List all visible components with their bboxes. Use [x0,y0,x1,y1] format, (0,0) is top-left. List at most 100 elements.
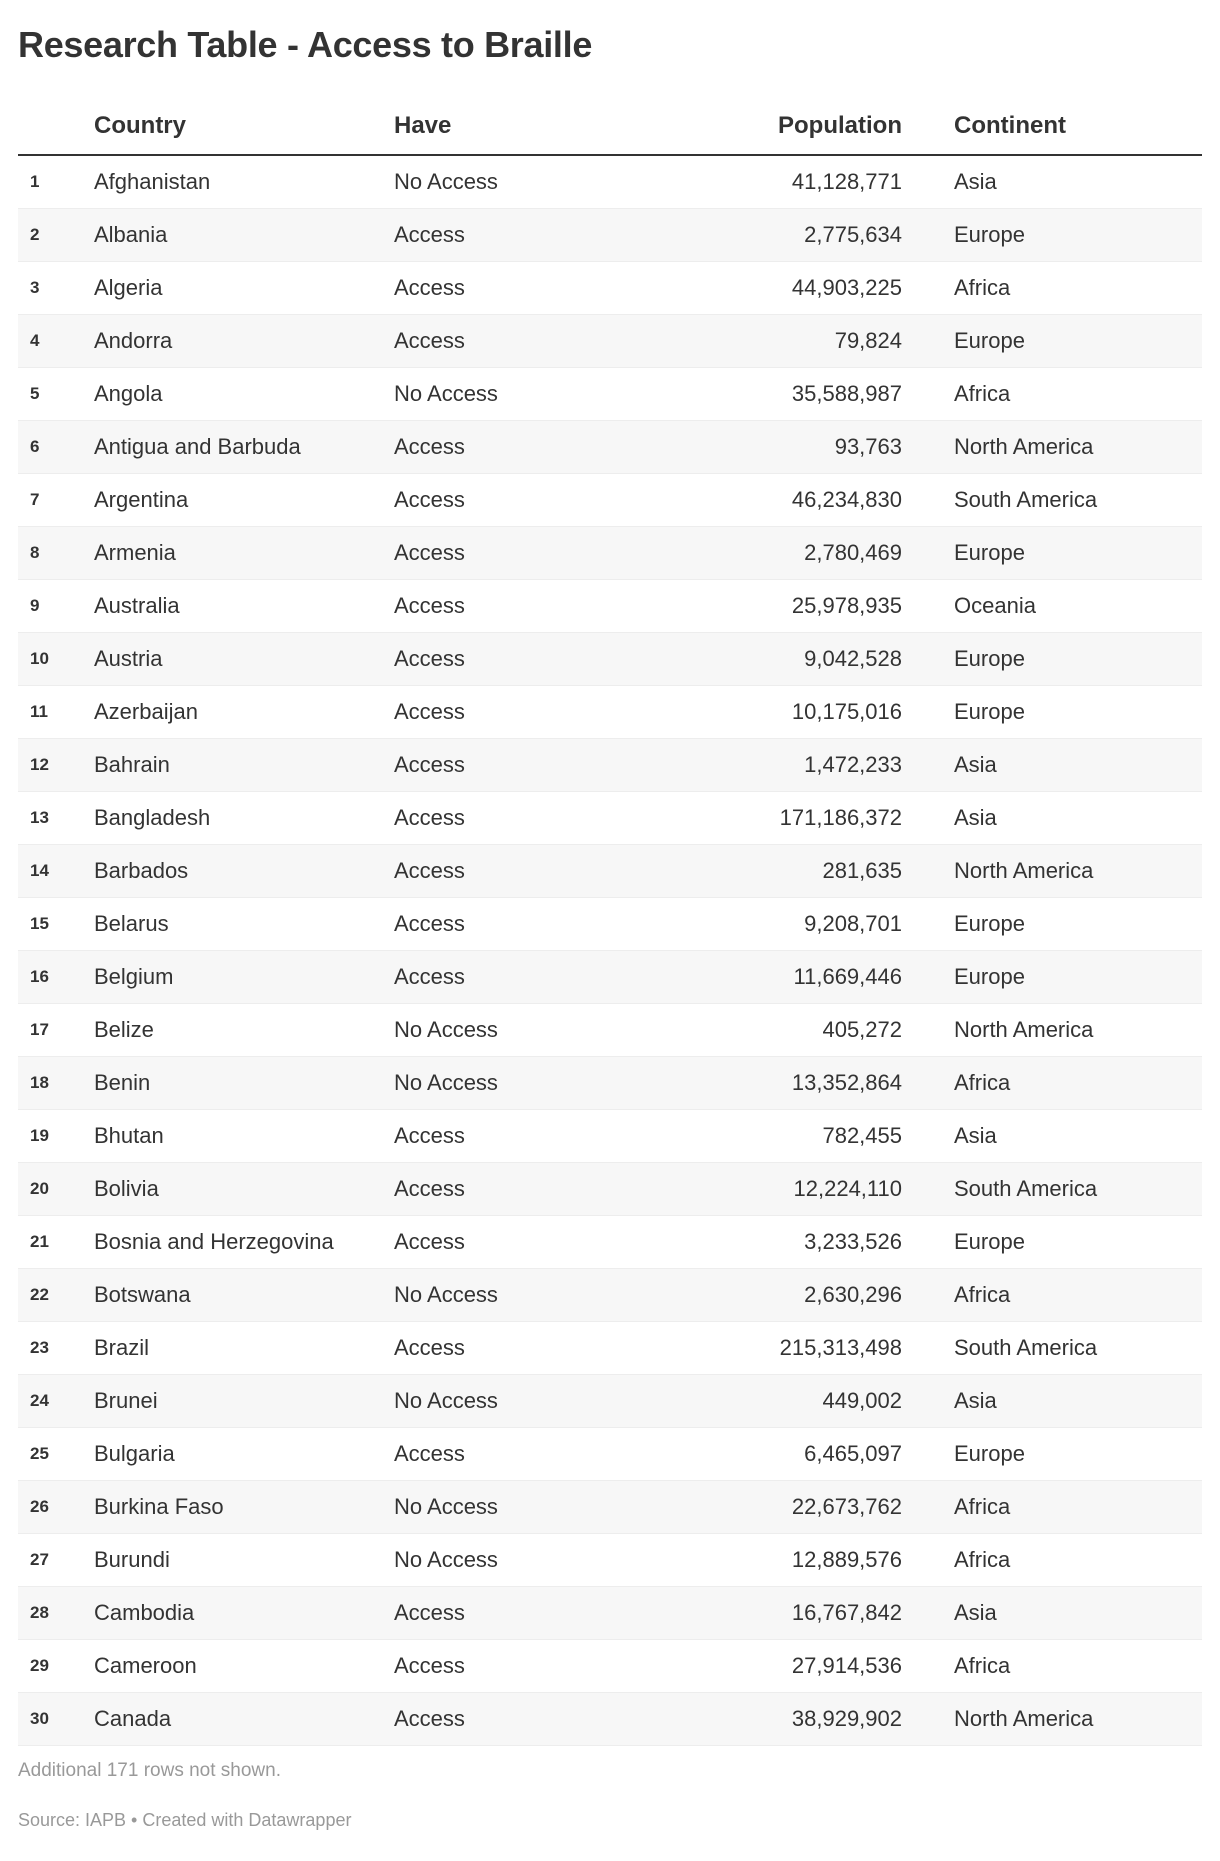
cell-have: Access [382,739,662,792]
cell-continent: Europe [942,1216,1202,1269]
table-row: 13BangladeshAccess171,186,372Asia [18,792,1202,845]
cell-population: 12,889,576 [662,1534,942,1587]
cell-country: Algeria [82,262,382,315]
cell-population: 449,002 [662,1375,942,1428]
header-country[interactable]: Country [82,102,382,155]
table-row: 18BeninNo Access13,352,864Africa [18,1057,1202,1110]
cell-country: Austria [82,633,382,686]
cell-country: Antigua and Barbuda [82,421,382,474]
cell-country: Canada [82,1693,382,1746]
cell-population: 2,775,634 [662,209,942,262]
cell-index: 10 [18,633,82,686]
cell-index: 13 [18,792,82,845]
cell-have: Access [382,633,662,686]
cell-continent: North America [942,421,1202,474]
table-row: 12BahrainAccess1,472,233Asia [18,739,1202,792]
cell-population: 2,630,296 [662,1269,942,1322]
header-have[interactable]: Have [382,102,662,155]
table-row: 9AustraliaAccess25,978,935Oceania [18,580,1202,633]
cell-population: 3,233,526 [662,1216,942,1269]
cell-have: Access [382,315,662,368]
cell-continent: North America [942,1693,1202,1746]
cell-index: 27 [18,1534,82,1587]
cell-continent: Europe [942,315,1202,368]
cell-index: 30 [18,1693,82,1746]
cell-have: No Access [382,1481,662,1534]
cell-have: No Access [382,1375,662,1428]
cell-have: No Access [382,1057,662,1110]
source-credit: Source: IAPB • Created with Datawrapper [18,1810,1202,1831]
cell-index: 16 [18,951,82,1004]
cell-continent: Asia [942,1587,1202,1640]
cell-continent: Europe [942,686,1202,739]
cell-have: Access [382,1587,662,1640]
cell-continent: Asia [942,739,1202,792]
cell-index: 23 [18,1322,82,1375]
cell-continent: Africa [942,1534,1202,1587]
cell-index: 12 [18,739,82,792]
cell-index: 6 [18,421,82,474]
table-row: 11AzerbaijanAccess10,175,016Europe [18,686,1202,739]
cell-have: Access [382,1216,662,1269]
cell-index: 22 [18,1269,82,1322]
cell-have: Access [382,580,662,633]
cell-continent: Africa [942,368,1202,421]
header-continent[interactable]: Continent [942,102,1202,155]
table-row: 15BelarusAccess9,208,701Europe [18,898,1202,951]
cell-have: Access [382,527,662,580]
cell-have: Access [382,845,662,898]
cell-population: 25,978,935 [662,580,942,633]
cell-country: Afghanistan [82,155,382,209]
page-title: Research Table - Access to Braille [18,24,1202,66]
cell-continent: North America [942,845,1202,898]
cell-continent: Europe [942,951,1202,1004]
cell-have: Access [382,898,662,951]
cell-population: 41,128,771 [662,155,942,209]
cell-country: Cambodia [82,1587,382,1640]
cell-population: 46,234,830 [662,474,942,527]
cell-population: 281,635 [662,845,942,898]
table-row: 23BrazilAccess215,313,498South America [18,1322,1202,1375]
cell-population: 405,272 [662,1004,942,1057]
cell-population: 171,186,372 [662,792,942,845]
cell-population: 13,352,864 [662,1057,942,1110]
cell-index: 1 [18,155,82,209]
cell-country: Bangladesh [82,792,382,845]
cell-population: 215,313,498 [662,1322,942,1375]
cell-continent: Asia [942,1110,1202,1163]
table-row: 22BotswanaNo Access2,630,296Africa [18,1269,1202,1322]
cell-country: Argentina [82,474,382,527]
cell-index: 9 [18,580,82,633]
table-row: 2AlbaniaAccess2,775,634Europe [18,209,1202,262]
cell-index: 20 [18,1163,82,1216]
cell-population: 10,175,016 [662,686,942,739]
cell-country: Bhutan [82,1110,382,1163]
header-index [18,102,82,155]
cell-population: 782,455 [662,1110,942,1163]
cell-country: Albania [82,209,382,262]
cell-population: 9,042,528 [662,633,942,686]
cell-have: Access [382,209,662,262]
cell-have: Access [382,1693,662,1746]
cell-have: Access [382,1428,662,1481]
cell-index: 5 [18,368,82,421]
cell-have: Access [382,792,662,845]
table-row: 19BhutanAccess782,455Asia [18,1110,1202,1163]
data-table: Country Have Population Continent 1Afgha… [18,102,1202,1746]
table-row: 28CambodiaAccess16,767,842Asia [18,1587,1202,1640]
cell-continent: Europe [942,527,1202,580]
cell-country: Bosnia and Herzegovina [82,1216,382,1269]
cell-country: Barbados [82,845,382,898]
header-population[interactable]: Population [662,102,942,155]
table-row: 29CameroonAccess27,914,536Africa [18,1640,1202,1693]
cell-index: 25 [18,1428,82,1481]
table-row: 26Burkina FasoNo Access22,673,762Africa [18,1481,1202,1534]
cell-have: Access [382,421,662,474]
cell-country: Burkina Faso [82,1481,382,1534]
cell-continent: Europe [942,898,1202,951]
cell-population: 11,669,446 [662,951,942,1004]
cell-index: 18 [18,1057,82,1110]
cell-continent: Asia [942,155,1202,209]
cell-continent: Europe [942,633,1202,686]
cell-have: No Access [382,1534,662,1587]
